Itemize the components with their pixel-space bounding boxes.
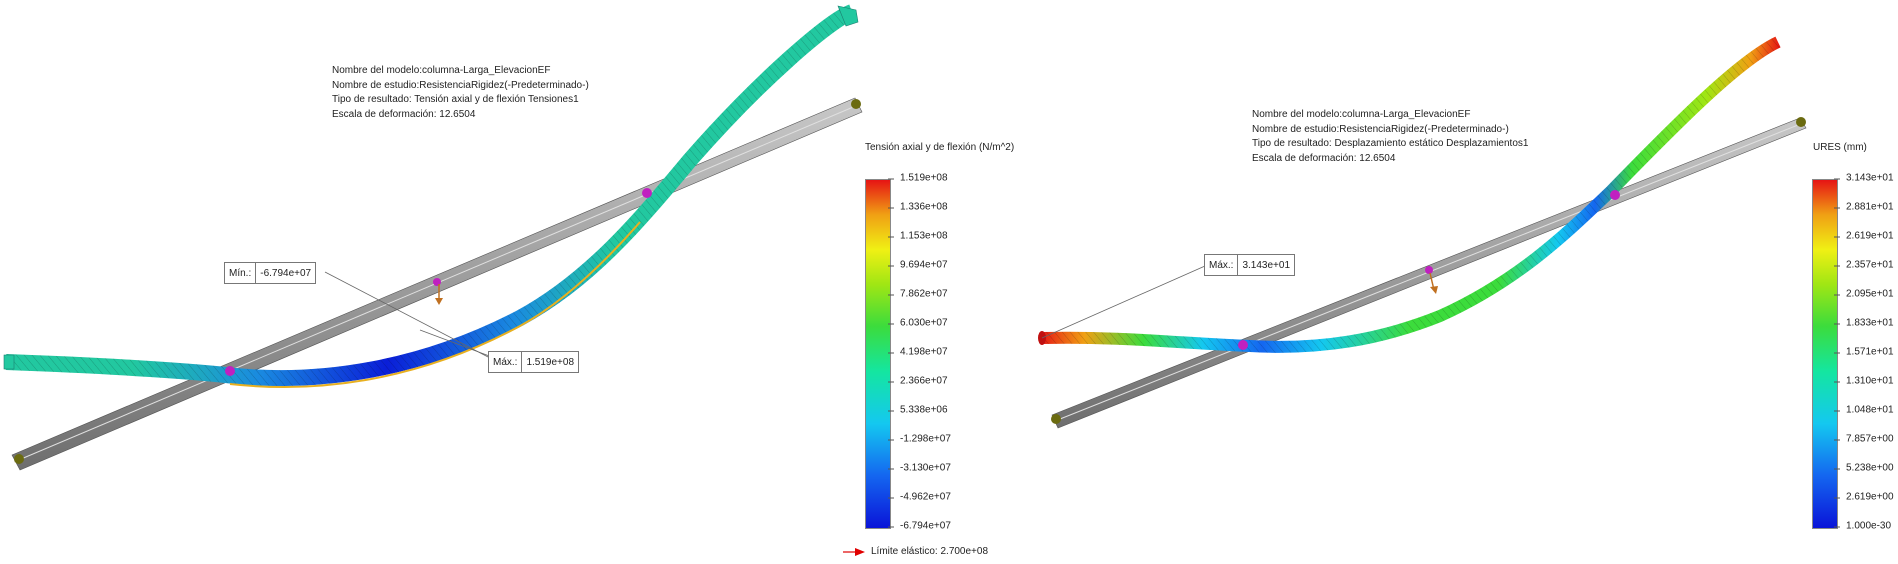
- right-result-type: Tipo de resultado: Desplazamiento estáti…: [1252, 138, 1529, 149]
- left-legend-tick-label: 7.862e+07: [888, 288, 948, 300]
- right-legend-tick-label: 5.238e+00: [1834, 462, 1894, 474]
- left-probe-leaders: [324, 271, 501, 361]
- right-legend-tick-label: 2.619e+00: [1834, 491, 1894, 503]
- right-probe-leader: [1041, 265, 1206, 339]
- left-load-arrow: [433, 278, 443, 305]
- right-legend-tick-label: 2.881e+01: [1834, 201, 1894, 213]
- right-legend-tick-label: 2.095e+01: [1834, 288, 1894, 300]
- right-model-name: Nombre del modelo:columna-Larga_Elevacio…: [1252, 109, 1471, 120]
- left-result-type: Tipo de resultado: Tensión axial y de fl…: [332, 94, 579, 105]
- probe-max-label: Máx.:: [489, 352, 523, 372]
- right-deformation-scale: Escala de deformación: 12.6504: [1252, 152, 1396, 164]
- left-legend-tick-label: 1.336e+08: [888, 201, 948, 213]
- left-legend-tick-label: 1.153e+08: [888, 230, 948, 242]
- left-model-info: Nombre del modelo:columna-Larga_Elevacio…: [332, 64, 589, 122]
- right-support-icon-start: [1051, 414, 1061, 424]
- left-probe-min[interactable]: Mín.: -6.794e+07: [224, 262, 317, 284]
- left-deformation-scale: Escala de deformación: 12.6504: [332, 108, 476, 120]
- right-deformed-beam: [1038, 36, 1781, 353]
- left-legend-tick-label: 5.338e+06: [888, 404, 948, 416]
- probe-max-value: 1.519e+08: [526, 356, 575, 368]
- left-legend-tick-label: -1.298e+07: [888, 433, 951, 445]
- left-support-icon-start: [14, 454, 24, 464]
- red-arrow-icon: [843, 547, 865, 556]
- right-legend-tick-label: 2.619e+01: [1834, 230, 1894, 242]
- left-node-marker-1: [225, 366, 235, 376]
- left-legend-tick-label: 9.694e+07: [888, 259, 948, 271]
- right-legend-tick-label: 7.857e+00: [1834, 433, 1894, 445]
- probe-max-value: 3.143e+01: [1242, 259, 1291, 271]
- left-legend-title: Tensión axial y de flexión (N/m^2): [865, 142, 1015, 153]
- probe-max-label: Máx.:: [1205, 255, 1239, 275]
- left-colorbar: [865, 179, 891, 529]
- right-study-name: Nombre de estudio:ResistenciaRigidez(-Pr…: [1252, 123, 1509, 135]
- left-deformed-beam: [3, 4, 859, 388]
- right-node-marker-2: [1610, 190, 1620, 200]
- right-probe-max[interactable]: Máx.: 3.143e+01: [1204, 254, 1296, 276]
- right-legend-tick-label: 1.000e-30: [1833, 520, 1892, 532]
- left-legend-tick-label: -6.794e+07: [888, 520, 951, 532]
- right-legend-tick-label: 1.048e+01: [1834, 404, 1894, 416]
- left-legend-tick-label: 1.519e+08: [888, 172, 948, 184]
- right-legend-tick-label: 2.357e+01: [1834, 259, 1894, 271]
- right-legend-tick-label: 1.571e+01: [1834, 346, 1894, 358]
- probe-min-label: Mín.:: [225, 263, 257, 283]
- left-probe-max[interactable]: Máx.: 1.519e+08: [488, 351, 580, 373]
- left-model-name: Nombre del modelo:columna-Larga_Elevacio…: [332, 65, 551, 76]
- left-support-icon-end: [851, 99, 861, 109]
- right-legend-title: URES (mm): [1813, 142, 1867, 153]
- yield-limit-indicator: Límite elástico: 2.700e+08: [843, 546, 988, 557]
- right-legend-tick-label: 1.310e+01: [1834, 375, 1894, 387]
- left-study-name: Nombre de estudio:ResistenciaRigidez(-Pr…: [332, 79, 589, 91]
- right-legend-tick-label: 1.833e+01: [1834, 317, 1894, 329]
- left-node-marker-2: [642, 188, 652, 198]
- yield-limit-label: Límite elástico: 2.700e+08: [871, 546, 989, 557]
- left-legend-tick-label: -4.962e+07: [888, 491, 951, 503]
- left-legend-tick-label: 6.030e+07: [888, 317, 948, 329]
- right-support-icon-end: [1796, 117, 1806, 127]
- right-model-info: Nombre del modelo:columna-Larga_Elevacio…: [1252, 108, 1528, 166]
- left-legend-tick-label: 4.198e+07: [888, 346, 948, 358]
- left-legend-tick-label: 2.366e+07: [888, 375, 948, 387]
- probe-min-value: -6.794e+07: [260, 267, 312, 279]
- right-load-arrow: [1425, 266, 1438, 294]
- right-node-marker-1: [1238, 340, 1248, 350]
- right-colorbar: [1812, 179, 1838, 529]
- right-legend-tick-label: 3.143e+01: [1834, 172, 1894, 184]
- left-legend-tick-label: -3.130e+07: [888, 462, 951, 474]
